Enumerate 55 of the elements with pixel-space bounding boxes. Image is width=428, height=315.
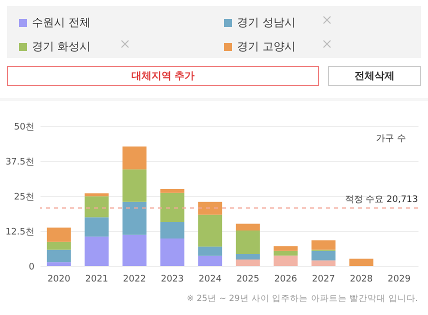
y-axis-title: 가구 수 <box>376 134 406 144</box>
ref-line-label: 적정 수요 20,713 <box>344 195 418 206</box>
x-tick-label: 2025 <box>236 274 260 284</box>
x-tick-label: 2021 <box>85 274 108 284</box>
bar <box>198 214 222 247</box>
bar <box>122 202 146 235</box>
bar <box>274 256 298 266</box>
legend-label: 경기 성남시 <box>237 15 296 30</box>
bar <box>84 196 109 218</box>
bar <box>274 246 298 251</box>
bar <box>122 234 146 266</box>
y-tick-label: 50천 <box>14 122 34 132</box>
bar <box>122 169 146 202</box>
bar <box>122 146 146 170</box>
bar <box>312 250 336 260</box>
text: 전체삭제 <box>328 66 421 86</box>
bar <box>46 242 71 250</box>
legend-label: 수원시 전체 <box>32 15 90 30</box>
legend-label: 경기 화성시 <box>32 39 90 54</box>
y-tick-label: 0 <box>28 262 35 272</box>
x-tick-label: 2027 <box>312 274 335 284</box>
x-tick-label: 2022 <box>123 274 146 284</box>
bar <box>236 260 260 266</box>
bar <box>274 250 298 256</box>
bar <box>46 228 71 242</box>
bar <box>46 262 71 266</box>
bar <box>84 236 109 266</box>
legend-label: 경기 고양시 <box>237 39 296 54</box>
x-tick-label: 2024 <box>198 274 222 284</box>
bar <box>84 217 109 237</box>
text: 대체지역 추가 <box>7 66 319 86</box>
bar <box>349 258 374 266</box>
bar <box>198 202 222 215</box>
bar <box>312 240 336 250</box>
bar <box>160 238 184 266</box>
x-tick-label: 2020 <box>47 274 71 284</box>
y-tick-label: 37.5천 <box>5 158 34 168</box>
bar <box>160 192 184 222</box>
bar <box>160 189 184 193</box>
bar <box>84 193 109 196</box>
bar <box>46 250 71 262</box>
bar <box>236 230 260 254</box>
bar <box>236 254 260 260</box>
x-tick-label: 2029 <box>388 274 411 284</box>
text: ※ 25년 ~ 29년 사이 입주하는 아파트는 빨간막대 입니다. <box>186 293 418 305</box>
x-tick-label: 2023 <box>160 274 184 284</box>
bar <box>236 224 260 230</box>
y-tick-label: 12.5천 <box>5 228 34 238</box>
bar <box>198 246 222 256</box>
y-tick-label: 25천 <box>14 192 34 202</box>
bar <box>312 260 336 266</box>
x-tick-label: 2028 <box>350 274 374 284</box>
x-tick-label: 2026 <box>274 274 298 284</box>
bar <box>198 256 222 266</box>
bar <box>160 222 184 239</box>
